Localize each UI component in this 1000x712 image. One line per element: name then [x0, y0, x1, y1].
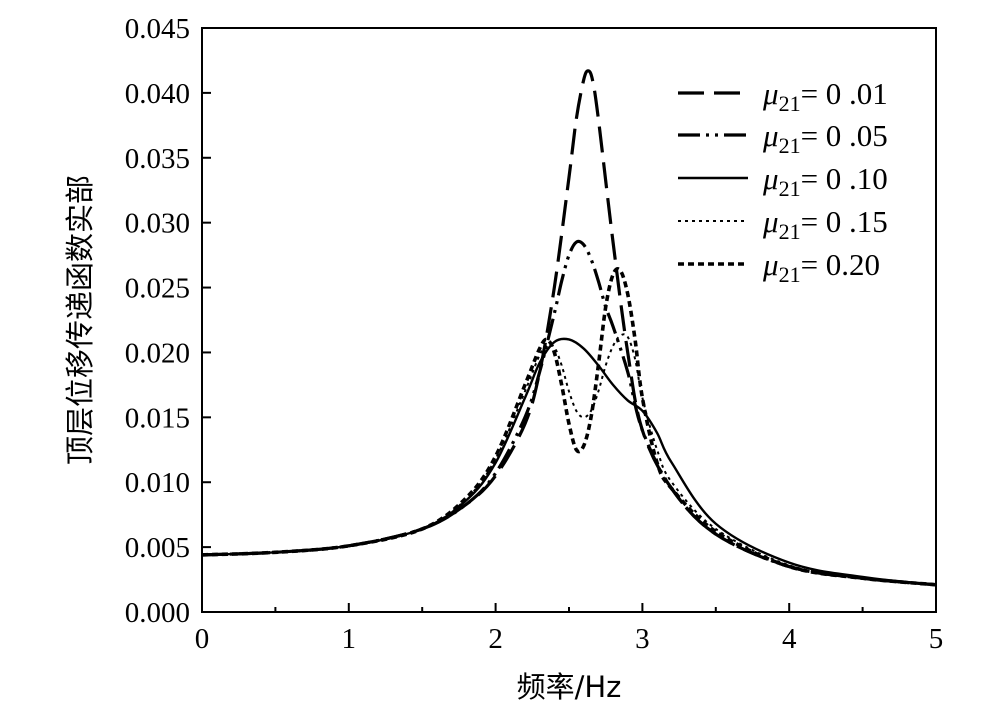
y-tick-label: 0.020 [125, 337, 190, 369]
legend-entry-2: μ21= 0 .05 [762, 118, 888, 158]
legend-symbol: μ [762, 247, 779, 282]
x-tick-label: 4 [782, 623, 797, 655]
y-tick-label: 0.035 [125, 143, 190, 175]
series-line-4 [201, 333, 937, 586]
series-layer [201, 69, 937, 587]
legend-symbol: μ [762, 76, 779, 111]
y-tick-label: 0.030 [125, 208, 190, 240]
x-tick-label: 5 [929, 623, 944, 655]
legend-symbol: μ [762, 161, 779, 196]
x-tick-label: 1 [342, 623, 357, 655]
legend-entry-3: μ21= 0 .10 [762, 161, 888, 201]
legend-symbol: μ [762, 204, 779, 239]
legend-subscript: 21 [779, 176, 801, 201]
y-axis-title: 顶层位移传递函数实部 [63, 175, 97, 465]
legend-subscript: 21 [779, 91, 801, 116]
legend-value: = 0 .15 [801, 204, 888, 239]
y-tick-label: 0.025 [125, 273, 190, 305]
legend-value: = 0 .05 [801, 118, 888, 153]
legend-subscript: 21 [779, 219, 801, 244]
x-tick-label: 3 [635, 623, 650, 655]
legend-entry-4: μ21= 0 .15 [762, 204, 888, 244]
legend-value: = 0 .10 [801, 161, 888, 196]
x-tick-label: 0 [195, 623, 210, 655]
legend-value: = 0.20 [801, 247, 880, 282]
series-line-2 [201, 239, 937, 587]
x-axis-title: 频率/Hz [517, 670, 622, 704]
series-line-5 [201, 267, 937, 587]
legend-value: = 0 .01 [801, 76, 888, 111]
legend-entry-1: μ21= 0 .01 [762, 76, 888, 116]
y-tick-label: 0.005 [125, 532, 190, 564]
legend-symbol: μ [762, 118, 779, 153]
x-tick-label: 2 [488, 623, 503, 655]
y-tick-label: 0.045 [125, 13, 190, 45]
y-tick-label: 0.015 [125, 402, 190, 434]
ticks: 0 1 2 3 4 5 0.000 0.005 0.010 0.015 0.020 0.025 0.03… [125, 13, 944, 655]
series-line-3 [201, 337, 937, 586]
legend-subscript: 21 [779, 133, 801, 158]
y-tick-label: 0.040 [125, 78, 190, 110]
plot-frame [201, 27, 937, 613]
y-tick-label: 0.000 [125, 597, 190, 629]
series-line-1 [201, 69, 937, 587]
legend-subscript: 21 [779, 262, 801, 287]
legend-entry-5: μ21= 0.20 [762, 247, 880, 287]
y-tick-label: 0.010 [125, 467, 190, 499]
